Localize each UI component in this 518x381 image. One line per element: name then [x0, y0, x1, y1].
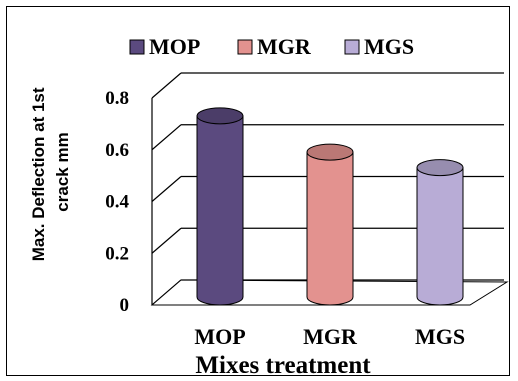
- x-tick-label: MGS: [415, 324, 465, 349]
- bar-mgs: [416, 159, 464, 306]
- y-axis-label-line-2: crack mm: [53, 132, 72, 211]
- y-axis-label: Max. Deflection at 1st crack mm: [29, 83, 72, 262]
- grid-diagonal: [151, 227, 182, 254]
- legend-swatch: [129, 39, 145, 55]
- legend-label: MOP: [149, 34, 200, 59]
- x-tick-labels: MOP MGR MGS: [194, 324, 465, 349]
- y-tick-label: 0.8: [105, 88, 129, 109]
- bar-top: [306, 143, 354, 161]
- grid-diagonal: [151, 72, 182, 99]
- y-tick-label: 0.4: [105, 192, 129, 213]
- y-tick-label: 0.2: [105, 243, 129, 264]
- legend-swatch: [237, 39, 253, 55]
- bar-body: [306, 151, 354, 306]
- bars: [196, 107, 464, 306]
- legend: MOP MGR MGS: [129, 34, 414, 59]
- y-tick-label: 0.6: [105, 140, 129, 161]
- bar-top: [416, 159, 464, 177]
- bar-mop: [196, 107, 244, 306]
- legend-label: MGR: [257, 34, 312, 59]
- x-tick-label: MOP: [194, 324, 245, 349]
- y-tick-labels: 0 0.2 0.4 0.6 0.8: [105, 88, 129, 316]
- grid-diagonal: [151, 176, 182, 202]
- legend-label: MGS: [364, 34, 414, 59]
- legend-swatch: [344, 39, 360, 55]
- y-axis-label-line-1: Max. Deflection at 1st: [29, 87, 48, 261]
- x-tick-label: MGR: [303, 324, 358, 349]
- bar-top: [196, 107, 244, 125]
- bar-mgr: [306, 143, 354, 306]
- grid-diagonal: [151, 124, 182, 151]
- x-axis-label: Mixes treatment: [195, 352, 371, 379]
- y-tick-label: 0: [120, 295, 130, 316]
- bar-body: [196, 115, 244, 306]
- bar-body: [416, 167, 464, 306]
